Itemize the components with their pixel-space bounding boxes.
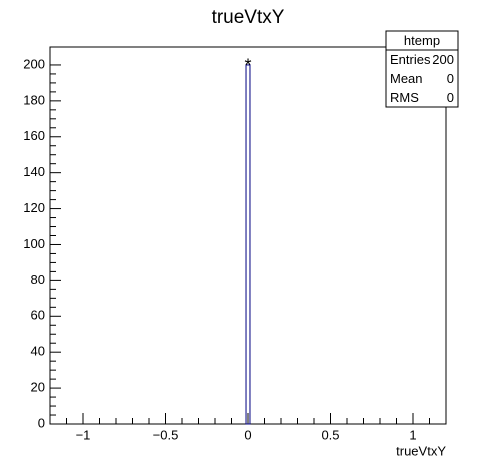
stats-name: RMS [390, 90, 419, 105]
x-tick-label: 0 [244, 427, 251, 442]
y-tick-label: 180 [23, 92, 45, 107]
x-tick-label: 1 [409, 427, 416, 442]
y-tick-label: 60 [31, 308, 45, 323]
chart-title: trueVtxY [212, 7, 285, 28]
bar-marker: * [244, 56, 251, 76]
y-tick-label: 80 [31, 272, 45, 287]
stats-name: Entries [390, 52, 431, 67]
y-tick-label: 40 [31, 344, 45, 359]
x-tick-label: −1 [76, 427, 91, 442]
x-axis-label: trueVtxY [396, 443, 446, 458]
y-tick-label: 200 [23, 56, 45, 71]
y-tick-label: 120 [23, 200, 45, 215]
stats-value: 200 [432, 52, 454, 67]
y-tick-label: 160 [23, 128, 45, 143]
x-tick-label: 0.5 [321, 427, 339, 442]
y-tick-label: 100 [23, 236, 45, 251]
x-tick-label: −0.5 [153, 427, 179, 442]
stats-title: htemp [404, 33, 440, 48]
y-tick-label: 20 [31, 380, 45, 395]
y-tick-label: 0 [38, 415, 45, 430]
stats-box [385, 30, 459, 108]
stats-value: 0 [447, 90, 454, 105]
stats-name: Mean [390, 71, 423, 86]
stats-value: 0 [447, 71, 454, 86]
histogram-bar [245, 64, 251, 425]
y-tick-label: 140 [23, 164, 45, 179]
